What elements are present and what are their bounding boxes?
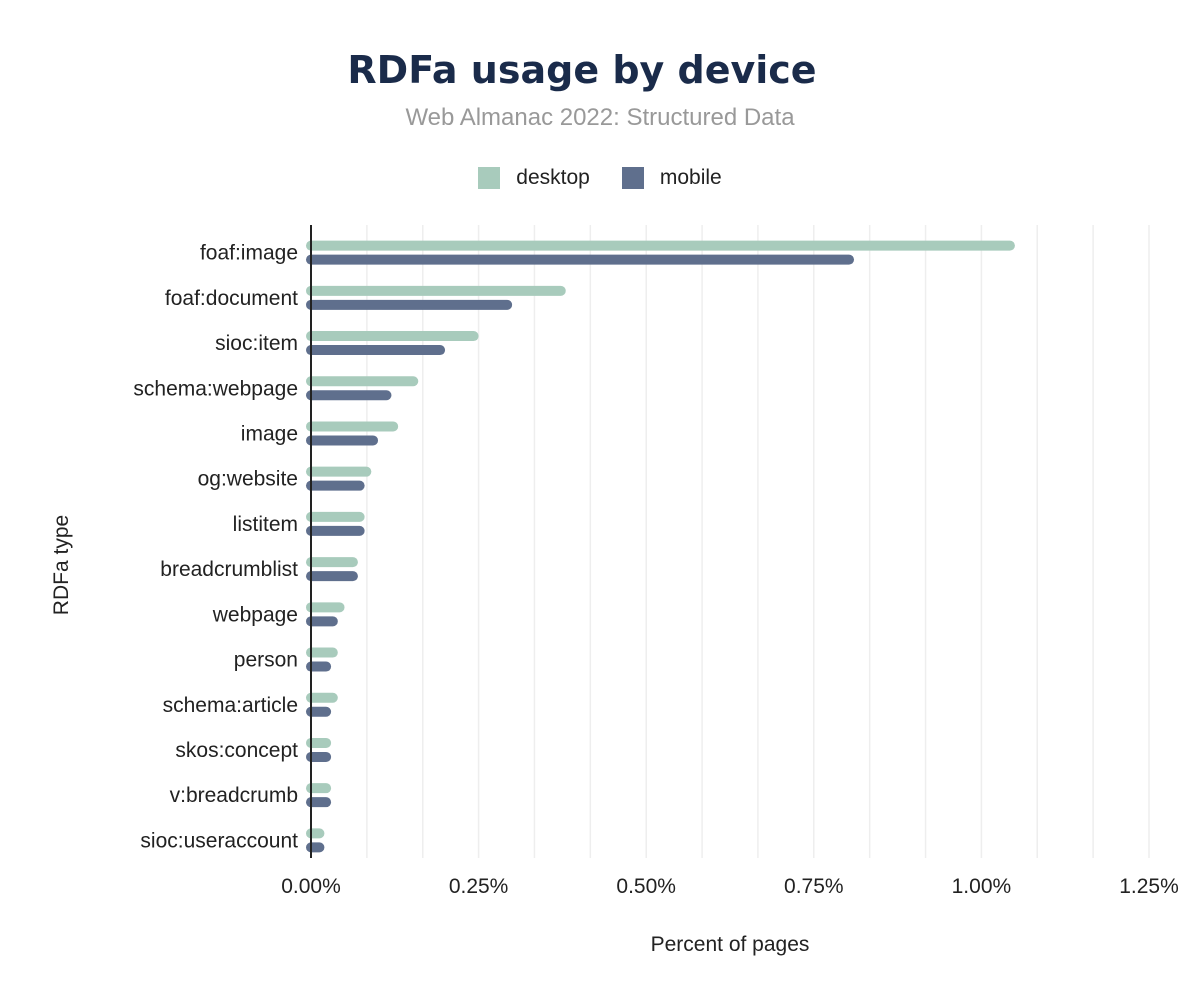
bar-desktop [306, 421, 399, 432]
x-tick-label: 0.75% [784, 875, 844, 898]
legend-item-desktop[interactable]: desktop [478, 166, 590, 190]
bar-mobile [306, 345, 446, 356]
bar-desktop [306, 376, 419, 387]
bar-mobile [306, 751, 332, 762]
bar-desktop [306, 783, 332, 794]
y-tick-label: og:website [198, 468, 298, 491]
x-tick-label: 1.00% [952, 875, 1012, 898]
y-tick-label: person [234, 649, 298, 672]
y-tick-label: v:breadcrumb [170, 784, 298, 807]
x-tick-label: 1.25% [1119, 875, 1179, 898]
y-tick-label: sioc:useraccount [140, 829, 298, 852]
y-tick-label: sioc:item [215, 332, 298, 355]
bar-desktop [306, 828, 325, 839]
legend-swatch-mobile [621, 167, 644, 189]
legend-swatch-desktop [478, 167, 501, 189]
y-tick-label: image [241, 422, 298, 445]
bar-mobile [306, 797, 332, 808]
bar-mobile [306, 480, 365, 491]
legend-item-mobile[interactable]: mobile [621, 166, 722, 190]
bar-mobile [306, 390, 392, 401]
chart-subtitle: Web Almanac 2022: Structured Data [405, 104, 795, 131]
bar-mobile [306, 616, 338, 627]
bar-desktop [306, 557, 358, 568]
bar-desktop [306, 285, 566, 296]
y-tick-label: foaf:document [165, 287, 298, 310]
bar-desktop [306, 331, 479, 342]
y-tick-label: listitem [233, 513, 298, 536]
legend-label-desktop: desktop [516, 166, 590, 189]
y-tick-label: skos:concept [175, 739, 298, 762]
bar-mobile [306, 706, 332, 717]
bar-desktop [306, 647, 338, 658]
bar-mobile [306, 571, 358, 582]
y-tick-label: schema:article [163, 694, 298, 717]
legend: desktop mobile [0, 166, 1200, 190]
x-tick-label: 0.25% [449, 875, 509, 898]
bar-mobile [306, 299, 513, 310]
x-tick-label: 0.00% [281, 875, 341, 898]
bar-desktop [306, 466, 372, 477]
bar-desktop [306, 602, 345, 613]
y-tick-label: webpage [212, 603, 298, 626]
bar-mobile [306, 435, 379, 446]
bar-mobile [306, 842, 325, 853]
legend-label-mobile: mobile [659, 166, 722, 189]
bar-desktop [306, 737, 332, 748]
bar-desktop [306, 692, 338, 703]
bar-desktop [306, 240, 1015, 251]
x-axis-title: Percent of pages [650, 933, 810, 956]
bar-mobile [306, 525, 365, 536]
bar-mobile [306, 661, 332, 672]
bar-desktop [306, 511, 365, 522]
y-tick-label: schema:webpage [133, 377, 298, 400]
y-tick-label: breadcrumblist [160, 558, 298, 581]
chart-title: RDFa usage by device [347, 48, 817, 92]
bar-mobile [306, 254, 855, 265]
y-tick-label: foaf:image [200, 242, 298, 265]
x-tick-label: 0.50% [616, 875, 676, 898]
